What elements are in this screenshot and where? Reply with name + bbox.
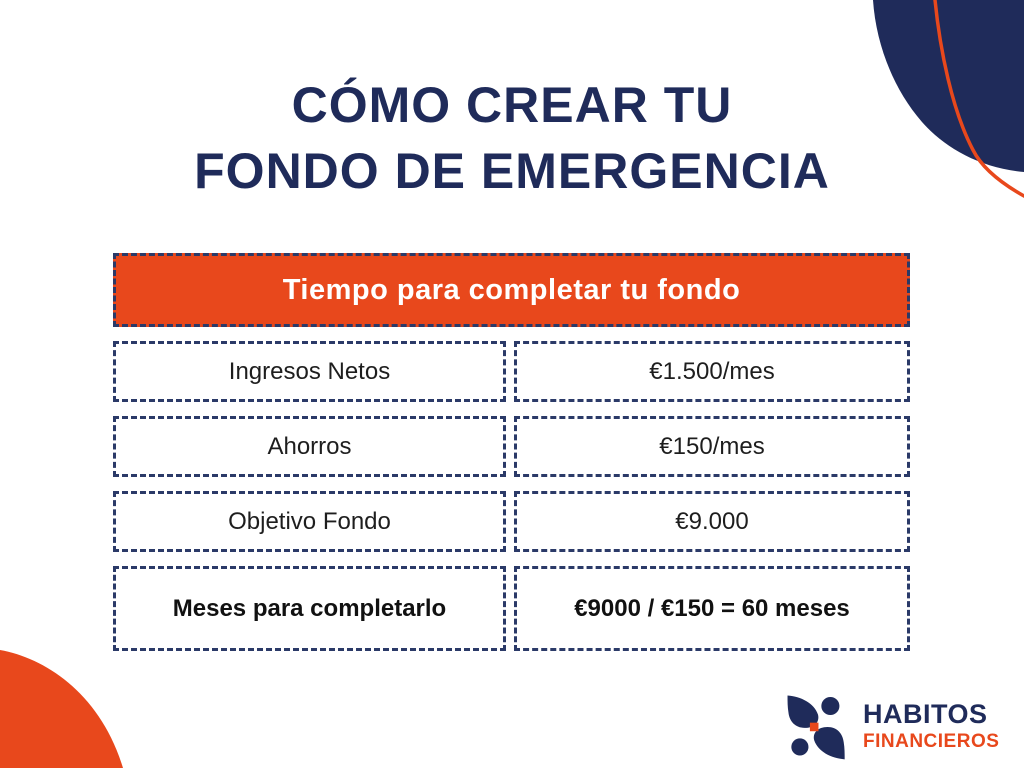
logo-name-line1: HABITOS [863, 699, 988, 729]
table-cell-label: Ingresos Netos [113, 341, 506, 402]
corner-blob-decoration [873, 0, 1024, 198]
table-cell-value: €9.000 [514, 491, 910, 552]
fund-table: Tiempo para completar tu fondo Ingresos … [113, 253, 910, 651]
table-cell-label: Meses para completarlo [113, 566, 506, 651]
page-title-line1: CÓMO CREAR TU [291, 77, 733, 133]
table-cell-value: €150/mes [514, 416, 910, 477]
table-row-total: Meses para completarlo €9000 / €150 = 60… [113, 566, 910, 651]
table-header: Tiempo para completar tu fondo [113, 253, 910, 327]
page-title-line2: FONDO DE EMERGENCIA [194, 143, 830, 199]
table-cell-label: Ahorros [113, 416, 506, 477]
table-row: Ingresos Netos €1.500/mes [113, 341, 910, 402]
logo-text: HABITOS FINANCIEROS [863, 699, 1000, 752]
table-cell-value: €1.500/mes [514, 341, 910, 402]
table-cell-value: €9000 / €150 = 60 meses [514, 566, 910, 651]
brand-logo: HABITOS FINANCIEROS [778, 690, 999, 762]
logo-name-line2: FINANCIEROS [863, 731, 1000, 752]
table-row: Objetivo Fondo €9.000 [113, 491, 910, 552]
table-row: Ahorros €150/mes [113, 416, 910, 477]
logo-mark-icon [787, 695, 845, 760]
page-title: CÓMO CREAR TU FONDO DE EMERGENCIA [0, 72, 1024, 204]
accent-curve-line [933, 0, 1024, 198]
table-cell-label: Objetivo Fondo [113, 491, 506, 552]
corner-quarter-circle-decoration [0, 650, 123, 768]
